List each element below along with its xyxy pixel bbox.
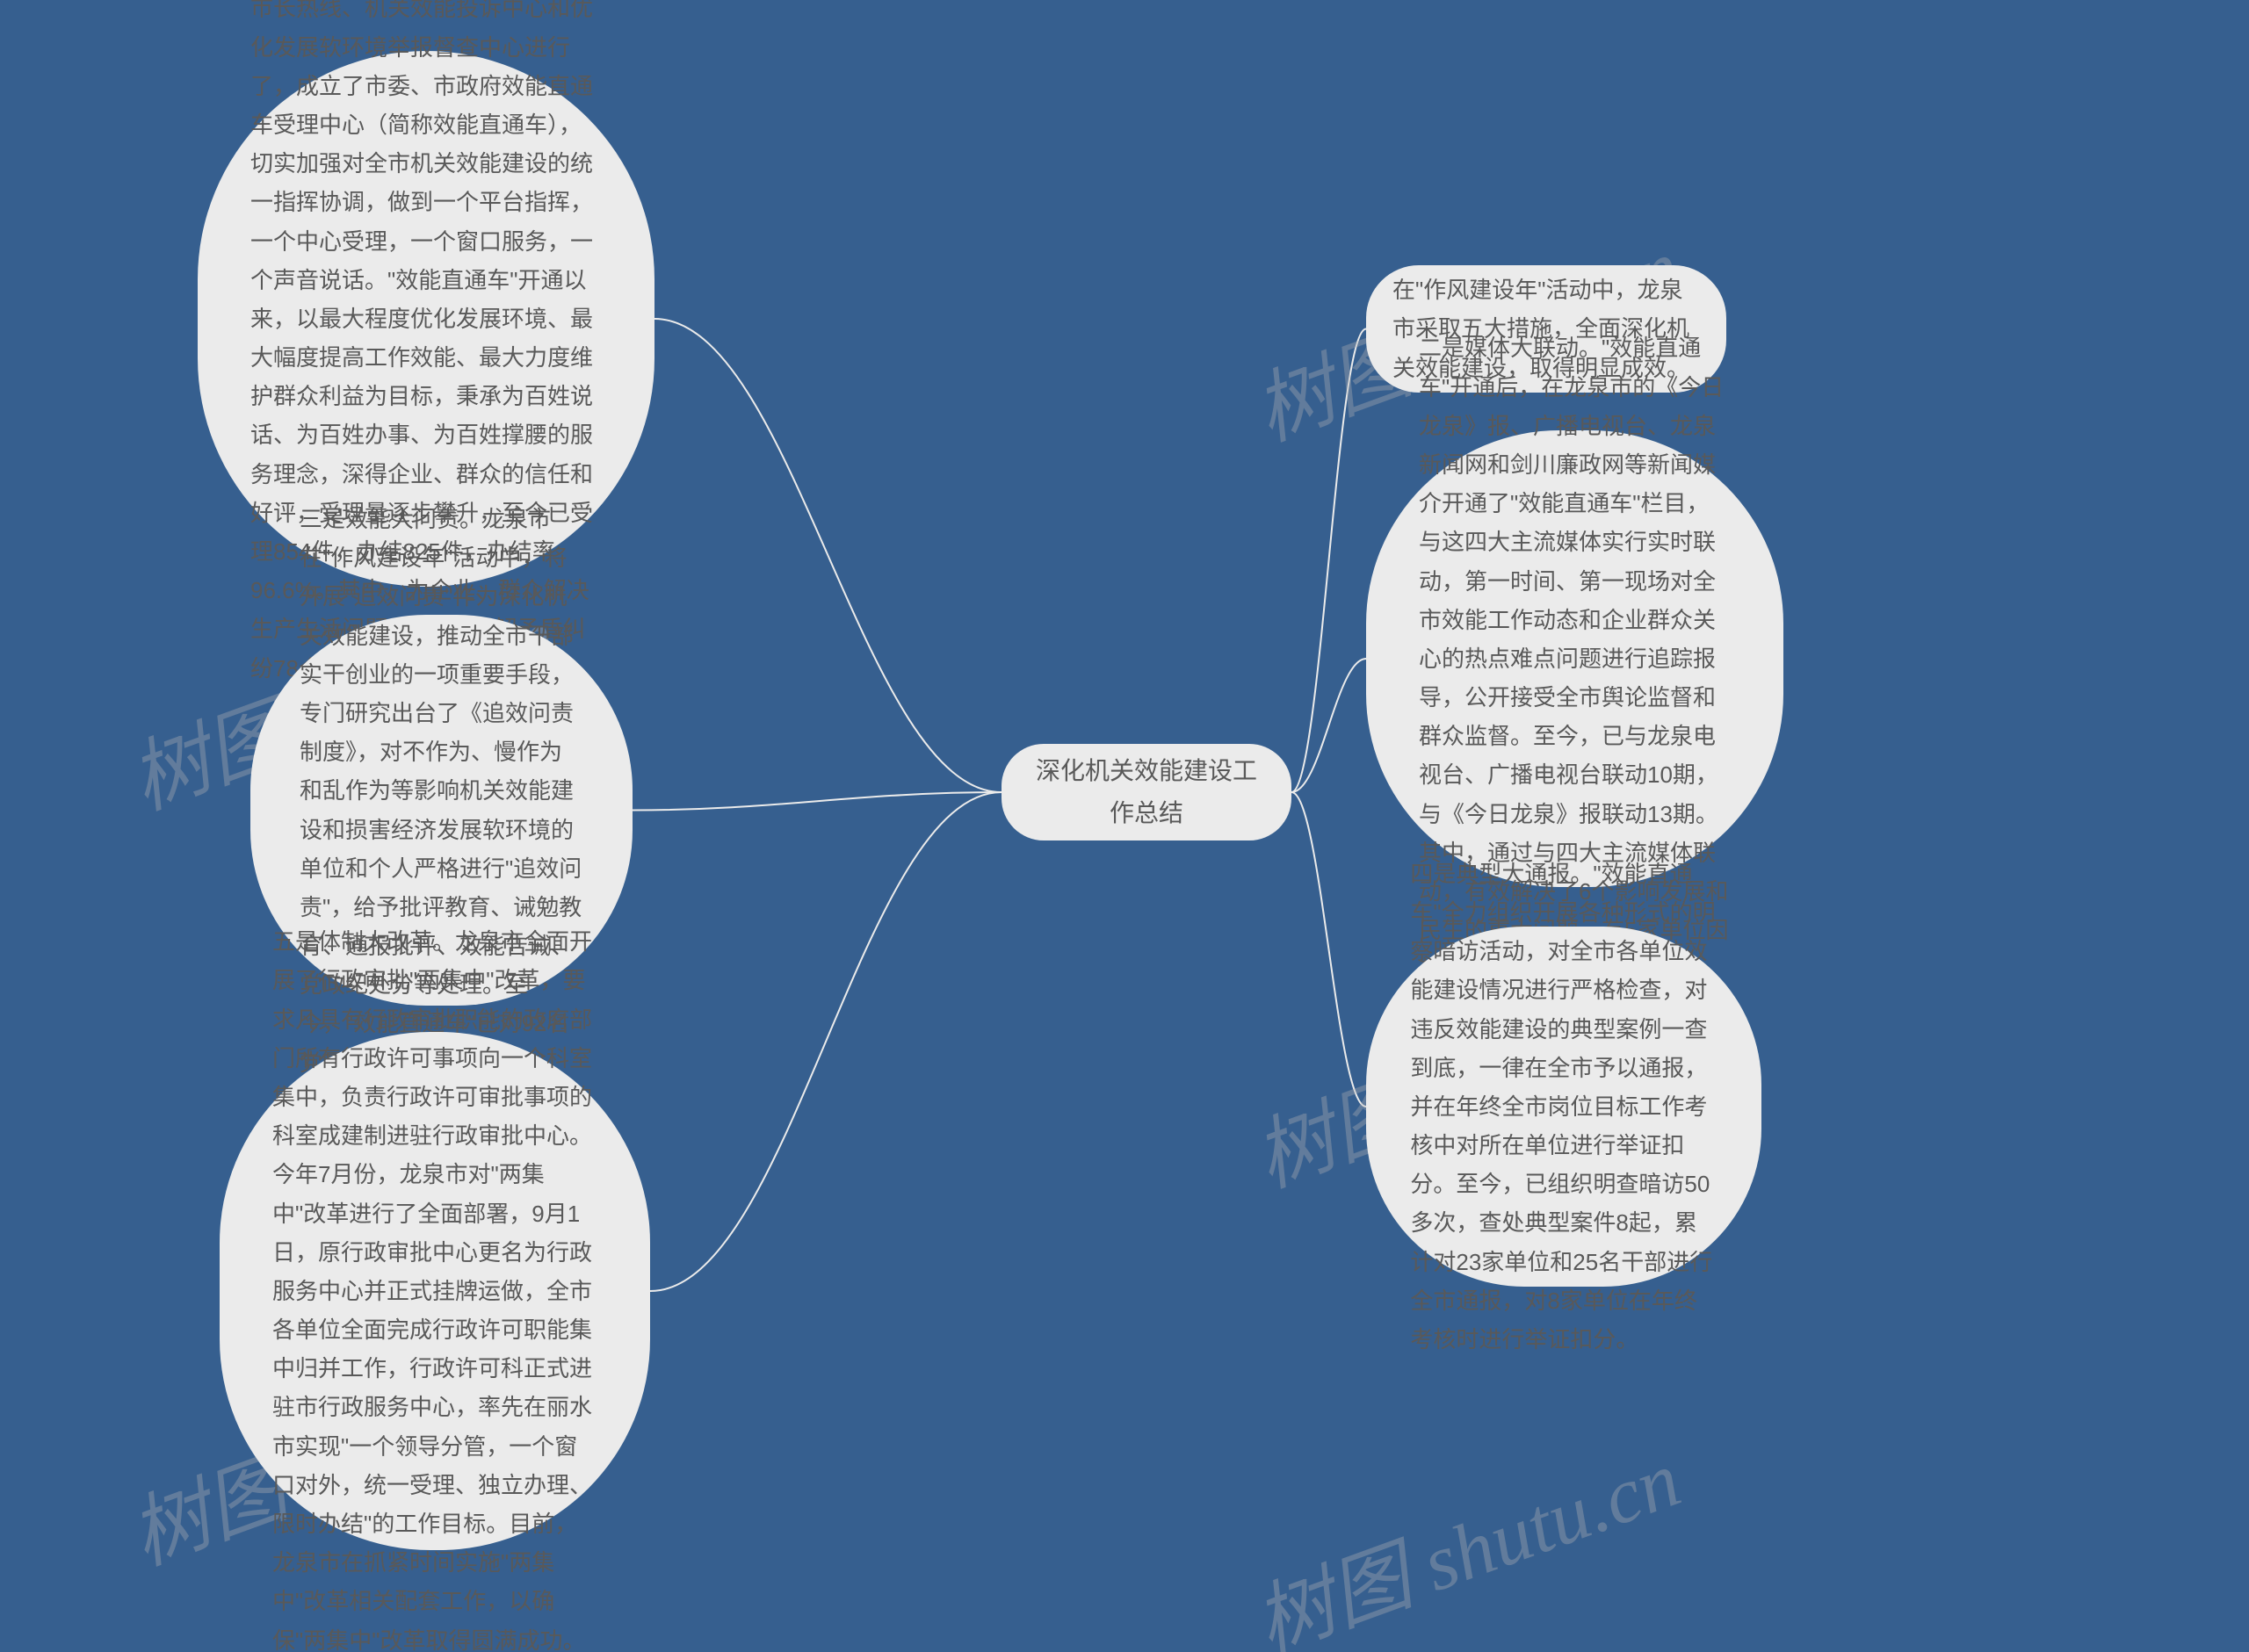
edge — [654, 319, 1002, 792]
edge — [1291, 792, 1366, 1107]
branch-node[interactable]: 四是典型大通报。"效能直通车"全力组织开展各种形式的明察暗访活动，对全市各单位效… — [1366, 927, 1761, 1287]
branch-node[interactable]: 五是体制大改革。龙泉市全面开展了行政审批"两集中"改革，要求凡具有行政审批职能的… — [220, 1032, 650, 1550]
mindmap-canvas: 树图 shutu.cn树图 shutu.cn树图 shutu.cn树图 shut… — [0, 0, 2249, 1652]
branch-node-text: 五是体制大改革。龙泉市全面开展了行政审批"两集中"改革，要求凡具有行政审批职能的… — [272, 922, 597, 1652]
center-node[interactable]: 深化机关效能建设工作总结 — [1002, 744, 1291, 840]
edge — [633, 792, 1002, 811]
watermark: 树图 shutu.cn — [1237, 1415, 1693, 1652]
center-node-label: 深化机关效能建设工作总结 — [1028, 750, 1265, 833]
edge — [650, 792, 1002, 1291]
edge — [1291, 659, 1366, 792]
branch-node-text: 四是典型大通报。"效能直通车"全力组织开展各种形式的明察暗访活动，对全市各单位效… — [1410, 855, 1717, 1359]
branch-node[interactable]: 二是媒体大联动。"效能直通车"开通后，在龙泉市的《今日龙泉》报、广播电视台、龙泉… — [1366, 430, 1783, 887]
edge — [1291, 329, 1366, 793]
